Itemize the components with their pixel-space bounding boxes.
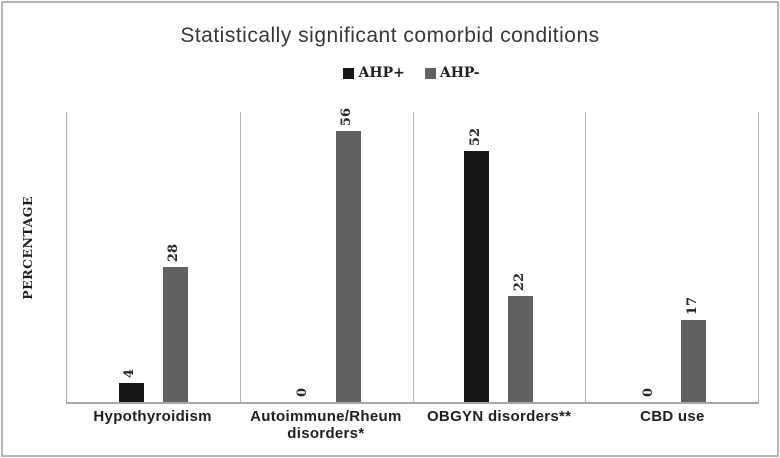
legend-item-ahp-plus: AHP+ bbox=[343, 65, 405, 81]
bar-ahp--4 bbox=[681, 320, 707, 402]
legend-item-ahp-minus: AHP- bbox=[424, 65, 480, 81]
category-separator-line bbox=[239, 112, 241, 402]
data-label-ahp+-1: 4 bbox=[122, 368, 138, 378]
category-separator-line bbox=[412, 112, 414, 402]
bar-ahp+-1 bbox=[118, 383, 144, 402]
bar-ahp+-3 bbox=[464, 151, 490, 402]
chart-title: Statistically significant comorbid condi… bbox=[180, 24, 600, 47]
category-label-3: OBGYN disorders** bbox=[426, 408, 572, 425]
bar-ahp--1 bbox=[162, 267, 188, 402]
category-label-2: Autoimmune/Rheum disorders* bbox=[250, 408, 402, 442]
data-label-ahp+-4: 0 bbox=[640, 387, 656, 397]
category-separator-line bbox=[585, 112, 587, 402]
bar-ahp--3 bbox=[508, 296, 534, 402]
bar-ahp--2 bbox=[335, 131, 361, 402]
data-label-ahp+-3: 52 bbox=[467, 127, 483, 146]
legend-swatch-ahp-plus bbox=[343, 67, 355, 79]
x-axis-category-labels: Hypothyroidism Autoimmune/Rheum disorders… bbox=[66, 408, 759, 442]
category-label-4: CBD use bbox=[640, 408, 705, 425]
plot-area: 4 28 0 56 52 22 0 17 bbox=[66, 108, 759, 404]
category-label-1: Hypothyroidism bbox=[93, 408, 212, 425]
data-label-ahp--3: 22 bbox=[511, 272, 527, 291]
data-label-ahp--1: 28 bbox=[166, 243, 182, 262]
legend-label-ahp-minus: AHP- bbox=[439, 65, 480, 81]
legend-label-ahp-plus: AHP+ bbox=[358, 65, 405, 81]
legend: AHP+ AHP- bbox=[66, 63, 757, 83]
data-label-ahp+-2: 0 bbox=[295, 387, 311, 397]
legend-swatch-ahp-minus bbox=[424, 67, 436, 79]
data-label-ahp--2: 56 bbox=[339, 107, 355, 126]
data-label-ahp--4: 17 bbox=[684, 296, 700, 315]
y-axis-title: PERCENTAGE bbox=[20, 196, 35, 300]
